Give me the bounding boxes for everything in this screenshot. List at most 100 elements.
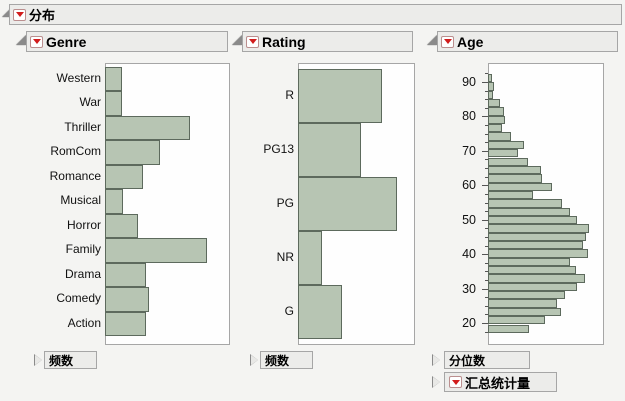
age-bar[interactable] [488, 165, 541, 175]
age-minor-tick [485, 297, 488, 299]
age-bar[interactable] [488, 266, 576, 275]
genre-category-label: Musical [60, 193, 101, 208]
age-summary-statistics-button[interactable]: 汇总统计量 [444, 372, 557, 392]
age-minor-tick [485, 314, 488, 316]
age-minor-tick [485, 236, 488, 238]
age-bar[interactable] [488, 207, 570, 216]
rating-frequencies-label: 频数 [265, 353, 290, 368]
rating-category-label: PG [276, 196, 294, 210]
genre-category-label: Action [67, 315, 101, 330]
age-quantiles-label: 分位数 [449, 353, 486, 368]
age-bar[interactable] [488, 107, 504, 116]
genre-axis-labels: Western War Thriller RomCom Romance Musical Ho… [0, 63, 103, 343]
age-bar[interactable] [488, 140, 524, 150]
genre-bar-war[interactable] [105, 91, 122, 116]
age-major-tick [482, 254, 488, 256]
rating-bar-pg13[interactable] [298, 123, 361, 177]
age-bar[interactable] [488, 82, 494, 91]
age-bar[interactable] [488, 307, 561, 317]
age-bar[interactable] [488, 215, 577, 225]
age-minor-tick [485, 271, 488, 273]
age-bar[interactable] [488, 174, 542, 183]
age-bar[interactable] [488, 241, 583, 250]
genre-bar-musical[interactable] [105, 189, 123, 214]
age-disclosure-open-icon[interactable] [427, 35, 437, 45]
age-major-tick [482, 150, 488, 152]
rating-bar-nr[interactable] [298, 231, 322, 285]
genre-category-label: Comedy [56, 291, 101, 306]
genre-bar-thriller[interactable] [105, 115, 190, 140]
age-minor-tick [485, 211, 488, 213]
age-axis: 90 80 70 60 50 40 30 20 [430, 63, 488, 343]
age-red-triangle-menu-icon[interactable] [441, 35, 454, 48]
age-major-tick [482, 116, 488, 118]
genre-category-label: Family [65, 242, 101, 257]
age-bar[interactable] [488, 190, 533, 200]
rating-frequencies-disclosure-closed-icon[interactable] [250, 354, 258, 366]
summary-statistics-red-triangle-menu-icon[interactable] [449, 376, 462, 388]
age-bar[interactable] [488, 74, 492, 83]
genre-red-triangle-menu-icon[interactable] [30, 35, 43, 48]
genre-bar-horror[interactable] [105, 213, 138, 238]
genre-frequencies-button[interactable]: 频数 [44, 351, 97, 369]
age-bar[interactable] [488, 199, 562, 208]
age-bar[interactable] [488, 257, 570, 267]
age-bar[interactable] [488, 282, 577, 292]
age-bar[interactable] [488, 124, 502, 133]
age-major-tick [482, 288, 488, 290]
age-minor-tick [485, 125, 488, 127]
age-bar[interactable] [488, 99, 500, 108]
genre-disclosure-open-icon[interactable] [16, 35, 26, 45]
age-bar[interactable] [488, 157, 528, 166]
age-bar[interactable] [488, 324, 529, 333]
age-bar[interactable] [488, 291, 565, 300]
genre-bar-romance[interactable] [105, 164, 143, 189]
age-bar[interactable] [488, 249, 588, 258]
age-minor-tick [485, 331, 488, 333]
age-bar[interactable] [488, 316, 545, 325]
age-tick-label: 40 [462, 247, 476, 262]
age-major-tick [482, 185, 488, 187]
age-bar[interactable] [488, 274, 585, 283]
age-tick-label: 30 [462, 281, 476, 296]
rating-bar-pg[interactable] [298, 177, 397, 231]
age-minor-tick [485, 202, 488, 204]
genre-bar-action[interactable] [105, 311, 146, 336]
age-summary-statistics-disclosure-closed-icon[interactable] [432, 376, 440, 388]
age-bar[interactable] [488, 299, 557, 308]
age-histogram-plot [488, 63, 604, 345]
age-minor-tick [485, 159, 488, 161]
age-bar[interactable] [488, 115, 505, 125]
genre-category-label: Horror [66, 217, 101, 232]
genre-bar-family[interactable] [105, 238, 207, 263]
age-quantiles-disclosure-closed-icon[interactable] [432, 354, 440, 366]
age-bar[interactable] [488, 232, 586, 241]
rating-bar-r[interactable] [298, 69, 382, 123]
age-minor-tick [485, 193, 488, 195]
rating-histogram-plot [298, 63, 415, 345]
genre-category-label: RomCom [50, 144, 101, 159]
age-bar[interactable] [488, 90, 493, 100]
age-bar[interactable] [488, 224, 589, 233]
rating-red-triangle-menu-icon[interactable] [246, 35, 259, 48]
age-summary-statistics-label: 汇总统计量 [465, 375, 531, 391]
age-bar[interactable] [488, 149, 518, 158]
genre-bar-western[interactable] [105, 66, 122, 91]
age-minor-tick [485, 279, 488, 281]
age-bar[interactable] [488, 132, 511, 141]
rating-disclosure-open-icon[interactable] [232, 35, 242, 45]
age-minor-tick [485, 305, 488, 307]
genre-bar-drama[interactable] [105, 262, 146, 287]
genre-frequencies-disclosure-closed-icon[interactable] [34, 354, 42, 366]
root-disclosure-open-icon[interactable] [2, 7, 12, 17]
genre-category-label: Romance [49, 168, 101, 183]
red-triangle-menu-icon[interactable] [13, 8, 26, 21]
rating-frequencies-button[interactable]: 频数 [260, 351, 313, 369]
rating-bar-g[interactable] [298, 285, 342, 339]
genre-bar-romcom[interactable] [105, 140, 160, 165]
genre-bar-comedy[interactable] [105, 287, 149, 312]
age-bar[interactable] [488, 182, 552, 191]
rating-axis-labels: R PG13 PG NR G [230, 63, 296, 343]
age-tick-label: 60 [462, 178, 476, 193]
age-quantiles-button[interactable]: 分位数 [444, 351, 530, 369]
